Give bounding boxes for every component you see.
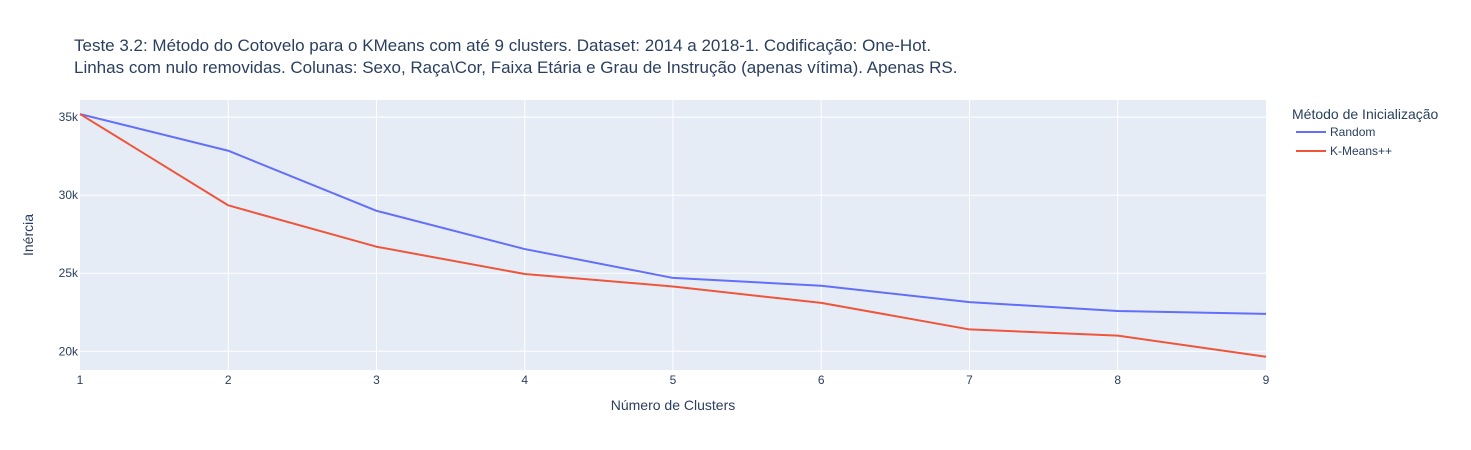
y-tick-label: 30k	[59, 188, 79, 202]
legend-label: Random	[1330, 125, 1375, 139]
series-line-k-means-[interactable]	[79, 113, 1267, 358]
x-tick-label: 1	[77, 373, 84, 387]
legend-title: Método de Inicialização	[1292, 106, 1439, 122]
x-axis-title: Número de Clusters	[611, 397, 736, 413]
x-tick-label: 4	[521, 373, 528, 387]
series-lines	[79, 113, 1267, 358]
y-axis-title: Inércia	[20, 214, 36, 256]
x-tick-label: 9	[1263, 373, 1270, 387]
grid-lines	[80, 100, 1266, 370]
y-tick-label: 35k	[59, 110, 79, 124]
x-tick-label: 3	[373, 373, 380, 387]
x-tick-label: 5	[670, 373, 677, 387]
y-tick-label: 25k	[59, 266, 79, 280]
x-tick-label: 7	[966, 373, 973, 387]
x-axis-ticks: 1 2 3 4 5 6 7 8 9	[77, 373, 1270, 387]
x-tick-label: 8	[1114, 373, 1121, 387]
chart-title-line-2: Linhas com nulo removidas. Colunas: Sexo…	[74, 58, 958, 77]
legend-item[interactable]: K-Means++	[1296, 144, 1392, 158]
legend-item[interactable]: Random	[1296, 125, 1375, 139]
x-tick-label: 2	[225, 373, 232, 387]
legend-label: K-Means++	[1330, 144, 1392, 158]
x-tick-label: 6	[818, 373, 825, 387]
series-line-random[interactable]	[79, 113, 1267, 315]
legend[interactable]: Método de Inicialização Random K-Means++	[1292, 106, 1439, 158]
y-axis-ticks: 20k 25k 30k 35k	[59, 110, 79, 358]
y-tick-label: 20k	[59, 344, 79, 358]
chart-title-line-1: Teste 3.2: Método do Cotovelo para o KMe…	[74, 36, 931, 55]
